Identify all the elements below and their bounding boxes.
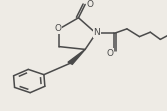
Text: O: O xyxy=(107,49,114,58)
Polygon shape xyxy=(68,49,85,64)
Text: N: N xyxy=(94,28,100,37)
Text: O: O xyxy=(54,24,61,33)
Text: O: O xyxy=(87,0,94,9)
